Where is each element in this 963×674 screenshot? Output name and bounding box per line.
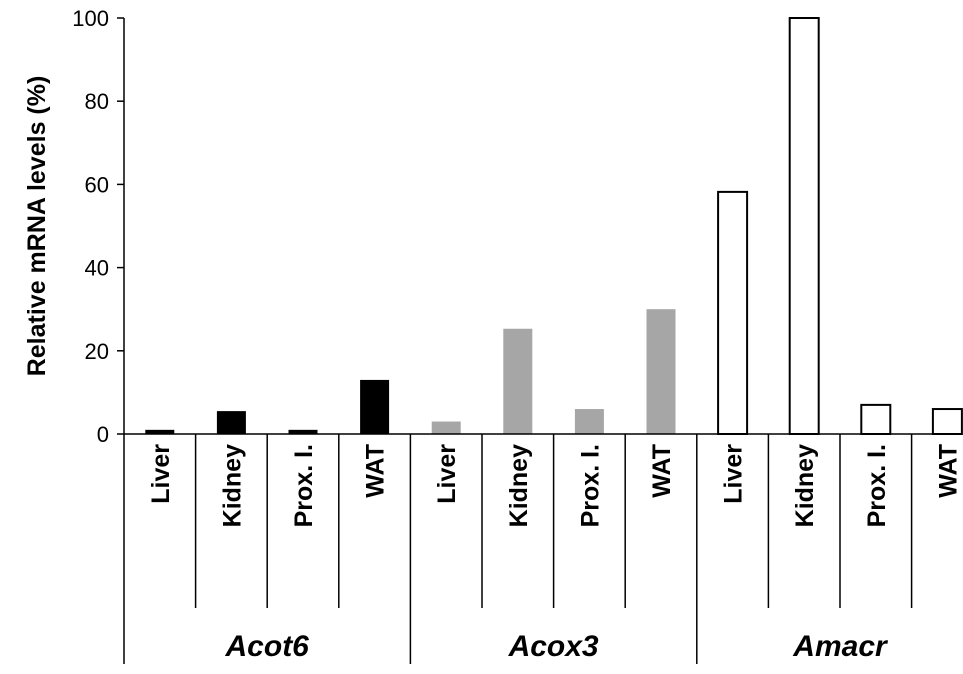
bar-acox3-proxi xyxy=(574,409,604,434)
bars xyxy=(145,17,963,436)
x-category-label: Prox. I. xyxy=(576,444,604,527)
x-category-label: WAT xyxy=(362,444,390,498)
group-label: Acot6 xyxy=(225,630,310,663)
y-tick-label: 40 xyxy=(85,256,109,281)
y-tick-label: 80 xyxy=(85,89,109,114)
bar-amacr-wat xyxy=(931,408,963,436)
x-category-label: Liver xyxy=(720,444,748,504)
group-label: Acox3 xyxy=(508,630,599,663)
x-category-label: WAT xyxy=(934,444,962,498)
bar-acox3-kidney xyxy=(503,328,533,434)
x-category-label: Liver xyxy=(433,444,461,504)
bar-amacr-liver xyxy=(717,190,749,435)
x-category-label: Kidney xyxy=(505,444,533,527)
y-axis-label: Relative mRNA levels (%) xyxy=(23,76,51,377)
x-category-label: Prox. I. xyxy=(863,444,891,527)
bar-acot6-wat xyxy=(360,379,390,434)
x-category-label: Prox. I. xyxy=(290,444,318,527)
y-tick-label: 0 xyxy=(97,422,109,447)
bar-acot6-kidney xyxy=(216,411,246,434)
bar-acot6-proxi xyxy=(288,429,318,434)
y-axis: 0 20 40 60 80 100 xyxy=(72,6,125,664)
bar-acox3-wat xyxy=(646,309,676,434)
bar-amacr-kidney xyxy=(788,17,820,435)
y-tick-label: 100 xyxy=(72,6,109,31)
x-category-label: Kidney xyxy=(218,444,246,527)
x-category-label: Kidney xyxy=(791,444,819,527)
bar-amacr-proxi xyxy=(860,403,892,436)
y-tick-label: 60 xyxy=(85,172,109,197)
bar-acox3-liver xyxy=(431,421,461,434)
y-tick-label: 20 xyxy=(85,339,109,364)
x-category-label: WAT xyxy=(648,444,676,498)
x-axis: Liver Kidney Prox. I. WAT Acot6 Liver Kidney Pr… xyxy=(124,433,962,664)
x-category-label: Liver xyxy=(147,444,175,504)
group-label: Amacr xyxy=(792,630,889,663)
bar-acot6-liver xyxy=(145,429,175,434)
